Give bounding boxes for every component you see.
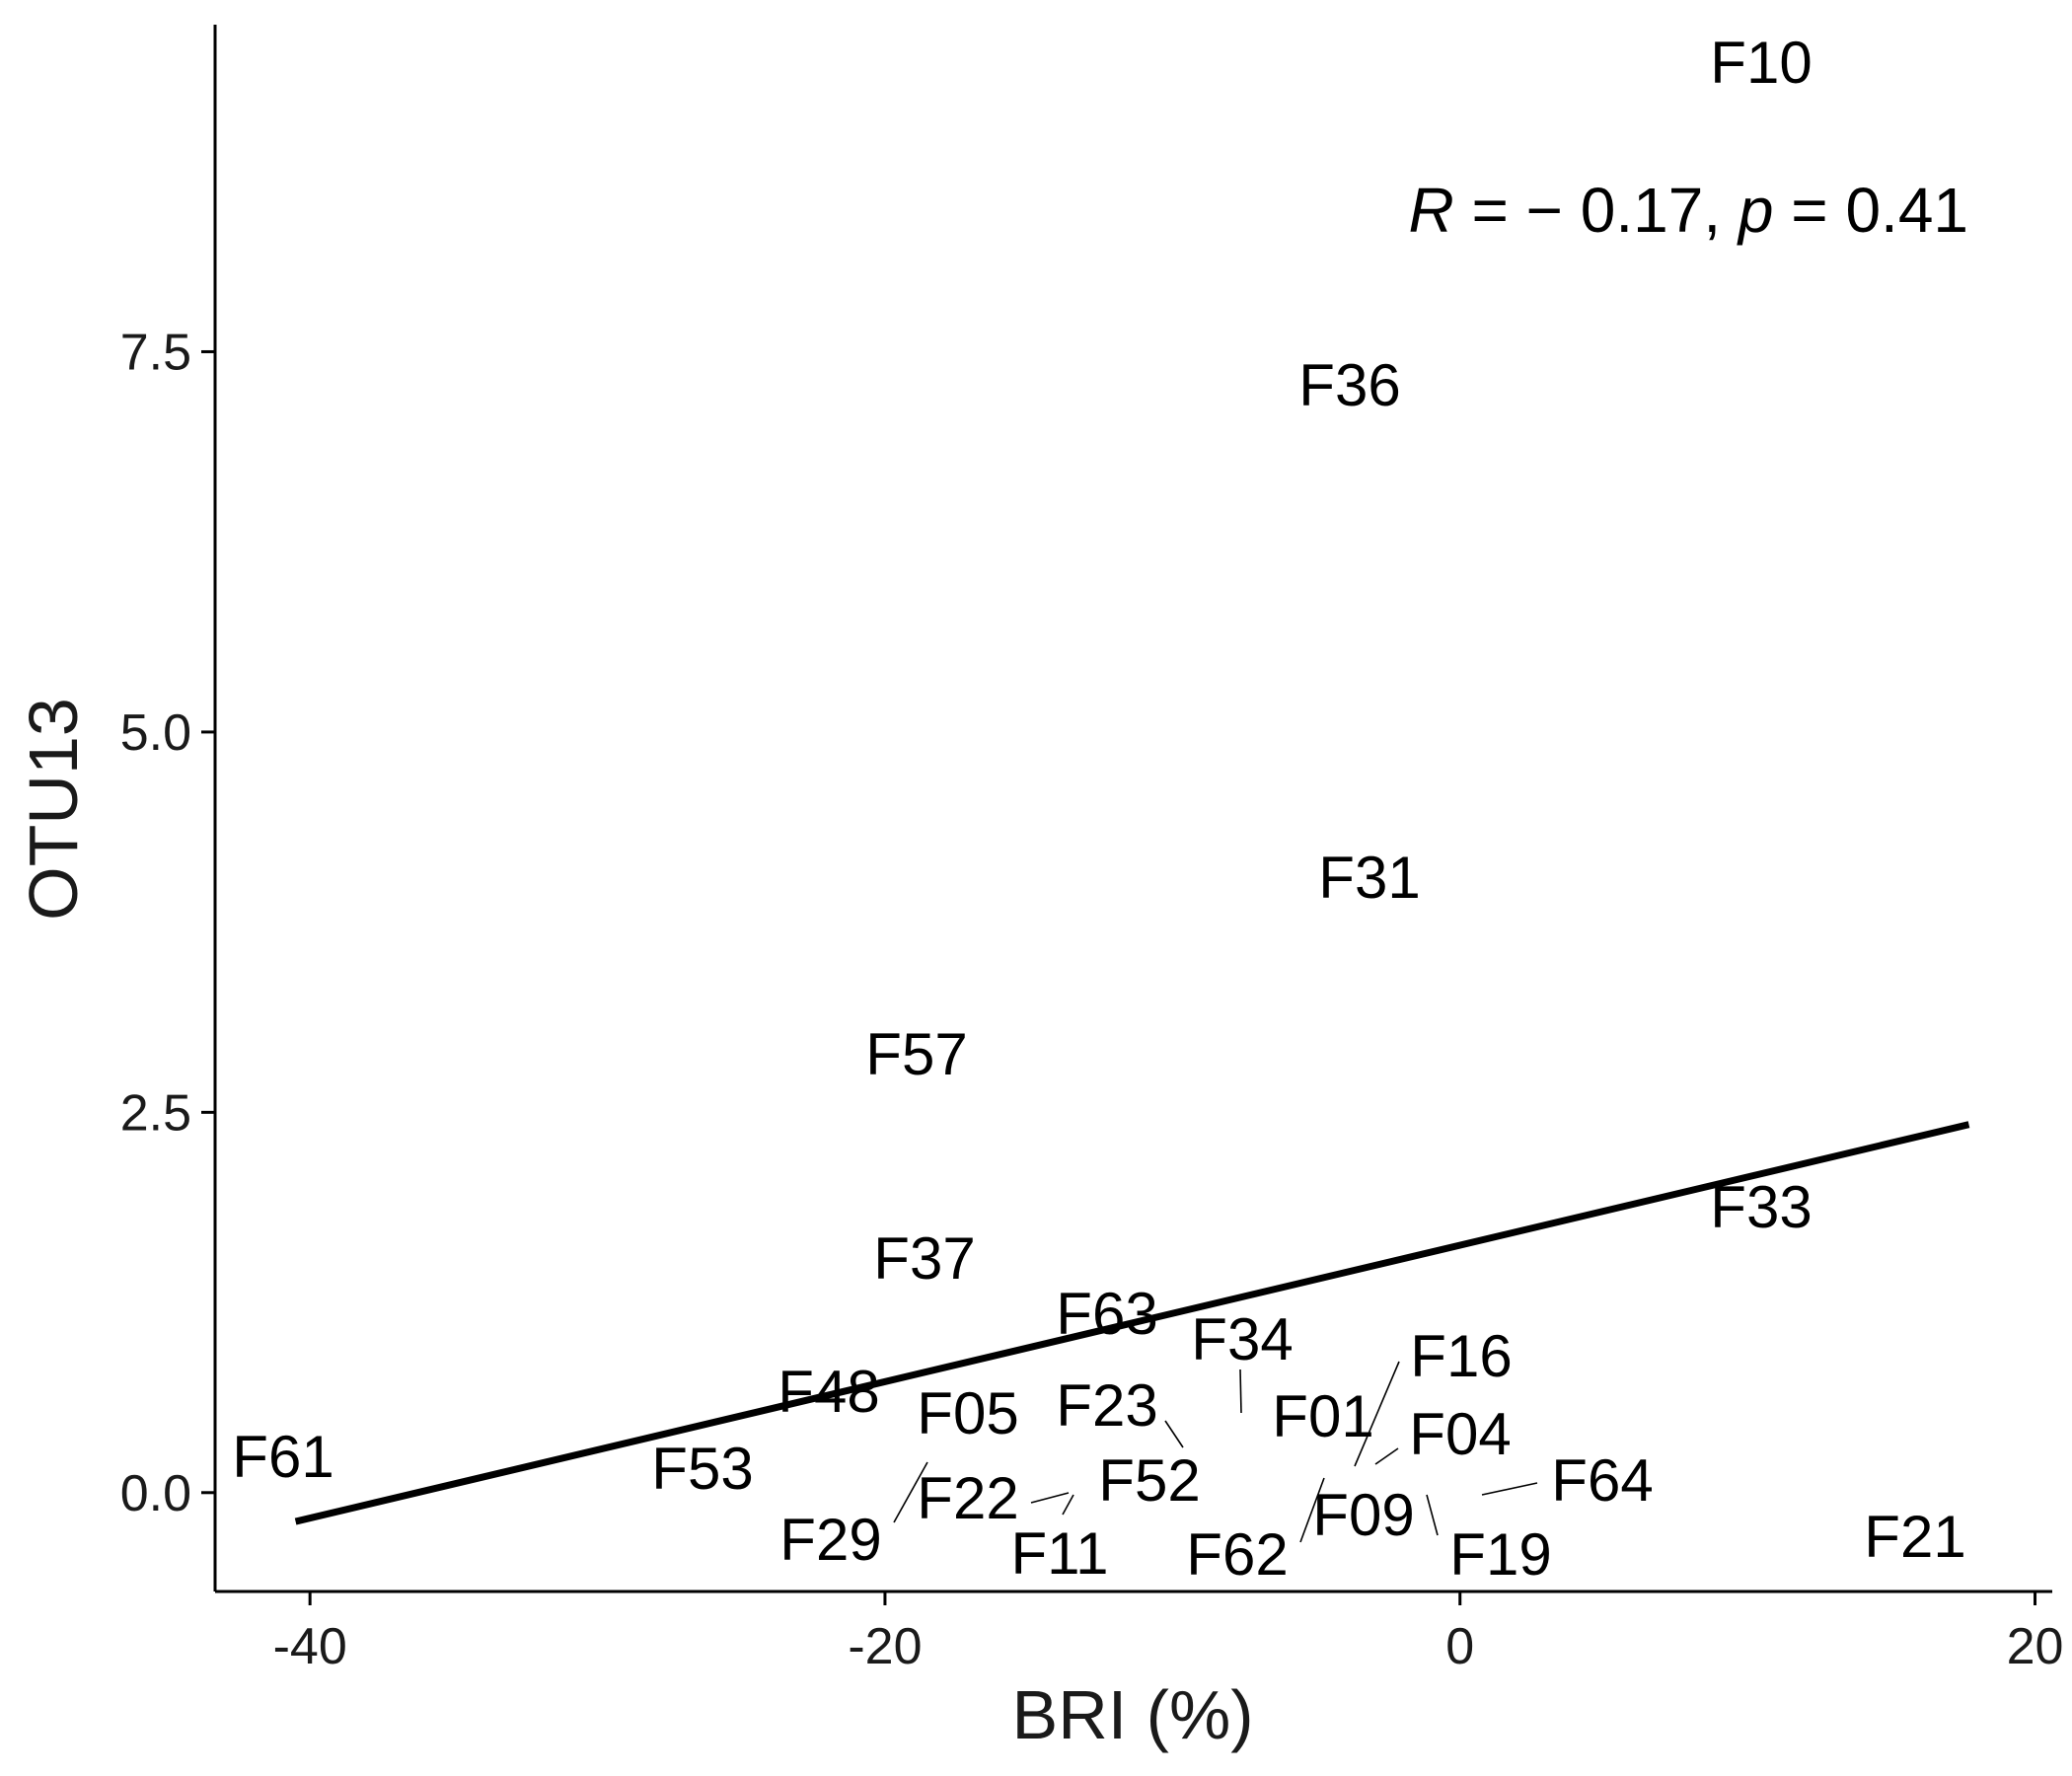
point-label-f48: F48	[777, 1359, 879, 1425]
y-tick-label: 5.0	[120, 704, 191, 762]
point-label-f61: F61	[232, 1424, 333, 1490]
y-axis-title: OTU13	[15, 698, 92, 921]
point-label-f16: F16	[1410, 1323, 1512, 1389]
label-leader-lines	[893, 1361, 1538, 1543]
x-axis-title: BRI (%)	[1012, 1676, 1254, 1753]
y-tick-label: 7.5	[120, 324, 191, 381]
leader-line	[1164, 1420, 1184, 1448]
leader-line	[1062, 1494, 1074, 1516]
point-label-f57: F57	[865, 1021, 967, 1087]
point-labels: F10 F36 F31 F57 F33 F37 F63 F34 F16 F48 F05 F23 F01 F…	[232, 30, 1965, 1588]
x-tick-label: 0	[1445, 1618, 1474, 1675]
point-label-f31: F31	[1318, 845, 1420, 911]
x-axis-ticks: -40 -20 0 20	[273, 1591, 2064, 1675]
leader-line	[1299, 1477, 1325, 1543]
leader-line	[1239, 1369, 1242, 1414]
point-label-f34: F34	[1191, 1306, 1293, 1372]
point-label-f01: F01	[1272, 1383, 1373, 1449]
point-label-f11: F11	[1011, 1520, 1109, 1587]
y-tick-label: 2.5	[120, 1084, 191, 1142]
x-tick-label: -40	[273, 1618, 347, 1675]
leader-line	[893, 1461, 928, 1523]
point-label-f19: F19	[1449, 1521, 1551, 1588]
leader-line	[1481, 1482, 1538, 1496]
x-tick-label: 20	[2007, 1618, 2064, 1675]
r-symbol: R	[1408, 175, 1453, 246]
point-label-f05: F05	[917, 1380, 1018, 1446]
leader-line	[1374, 1447, 1399, 1465]
p-value: = 0.41	[1791, 175, 1968, 246]
point-label-f52: F52	[1098, 1447, 1200, 1514]
leader-line	[1426, 1494, 1439, 1536]
p-symbol: p	[1737, 175, 1774, 246]
regression-line	[294, 1121, 1970, 1525]
point-label-f53: F53	[651, 1436, 753, 1502]
point-label-f04: F04	[1409, 1401, 1511, 1467]
x-tick-label: -20	[848, 1618, 922, 1675]
point-label-f09: F09	[1312, 1482, 1414, 1548]
leader-line	[1354, 1361, 1400, 1467]
point-label-f62: F62	[1186, 1521, 1288, 1588]
point-label-f33: F33	[1710, 1174, 1812, 1240]
point-label-f23: F23	[1056, 1372, 1157, 1439]
correlation-annotation: R = − 0.17, p = 0.41	[1408, 175, 1968, 246]
r-value: = − 0.17,	[1471, 175, 1721, 246]
point-label-f21: F21	[1864, 1504, 1965, 1570]
point-label-f37: F37	[873, 1225, 975, 1292]
point-label-f10: F10	[1710, 30, 1812, 96]
plot-panel: -40 -20 0 20 0.0 2.5 5.0 7.5 F10 F36 F31 F57 F33 F3…	[120, 25, 2064, 1675]
leader-line	[1030, 1492, 1070, 1504]
y-tick-label: 0.0	[120, 1465, 191, 1522]
point-label-f64: F64	[1551, 1447, 1653, 1514]
point-label-f29: F29	[779, 1507, 881, 1573]
point-label-f22: F22	[917, 1465, 1018, 1531]
point-label-f63: F63	[1056, 1281, 1157, 1347]
point-label-f36: F36	[1298, 352, 1400, 418]
y-axis-ticks: 0.0 2.5 5.0 7.5	[120, 324, 215, 1522]
